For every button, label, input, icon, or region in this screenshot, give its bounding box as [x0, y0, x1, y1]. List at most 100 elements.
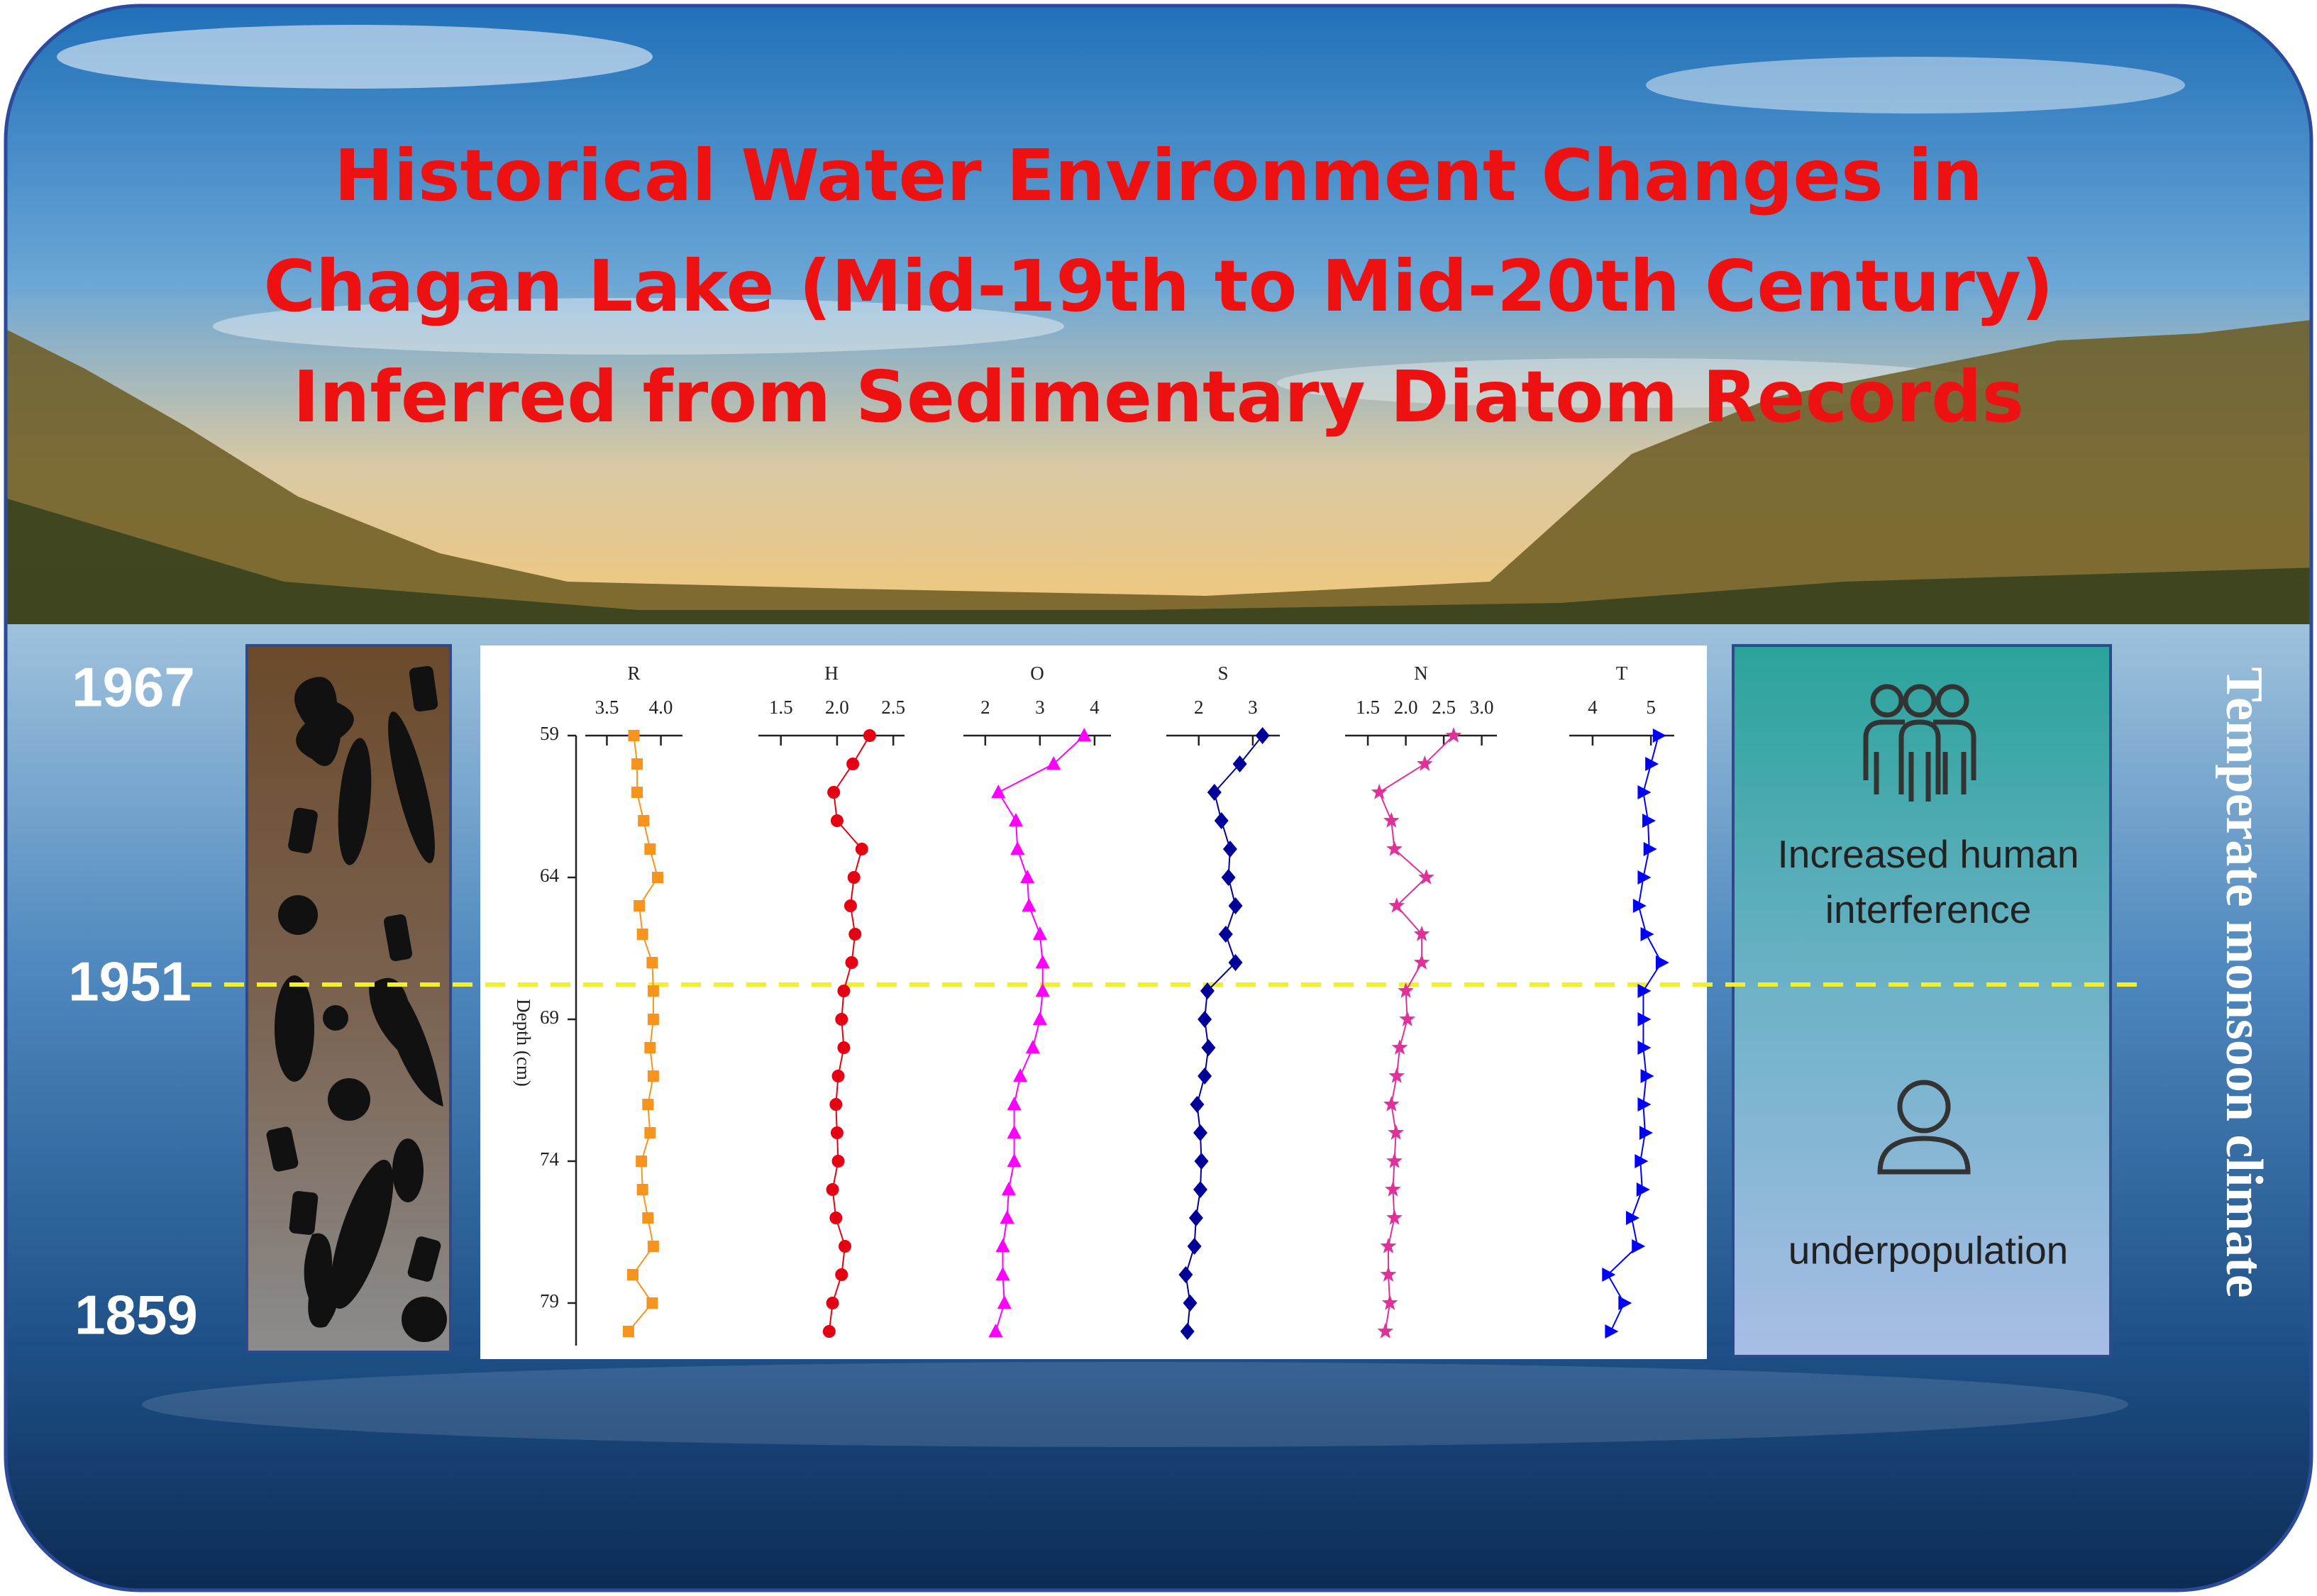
person-icon — [1877, 1080, 1971, 1175]
data-point — [1380, 1266, 1397, 1282]
data-point — [646, 957, 658, 968]
data-point — [847, 871, 861, 884]
data-point — [1020, 870, 1035, 883]
data-point — [1618, 1296, 1632, 1310]
data-point — [827, 786, 841, 799]
data-point — [1413, 954, 1430, 970]
y-tick-label: 64 — [540, 865, 560, 886]
series-line — [1185, 735, 1263, 1332]
frame — [4, 4, 2313, 1592]
data-point — [1214, 812, 1229, 829]
panel-title: H — [824, 663, 839, 684]
data-point — [1380, 1238, 1397, 1253]
data-point — [995, 1238, 1010, 1252]
x-tick-label: 3 — [1248, 697, 1258, 718]
group-icon — [1863, 684, 1976, 802]
data-point — [1385, 1181, 1401, 1197]
data-point — [1193, 1181, 1207, 1198]
data-point — [1187, 1238, 1202, 1255]
data-point — [1183, 1295, 1198, 1312]
data-point — [837, 1041, 851, 1054]
data-point — [835, 1013, 848, 1026]
data-point — [644, 1042, 656, 1053]
right-panel-bottom: underpopulation — [1788, 1229, 2069, 1273]
year-label: 1967 — [72, 656, 195, 719]
data-point — [1383, 812, 1400, 828]
data-point — [1032, 926, 1047, 940]
data-point — [1388, 1068, 1405, 1083]
data-point — [628, 730, 640, 741]
data-point — [636, 1156, 648, 1167]
data-point — [1007, 1153, 1022, 1167]
data-point — [837, 985, 851, 997]
data-point — [1035, 955, 1050, 968]
data-point — [1643, 842, 1657, 856]
data-point — [846, 758, 860, 770]
data-point — [626, 1269, 638, 1280]
data-point — [1645, 757, 1659, 771]
data-point — [636, 929, 648, 940]
x-tick-label: 5 — [1646, 697, 1656, 718]
y-tick-label: 59 — [540, 723, 559, 744]
data-point — [1381, 1295, 1398, 1310]
data-point — [1602, 1268, 1616, 1282]
y-axis-label: Depth (cm) — [513, 999, 534, 1087]
data-point — [1637, 785, 1652, 799]
data-point — [1207, 784, 1222, 801]
data-point — [1388, 1124, 1405, 1140]
data-point — [634, 900, 646, 911]
x-tick-label: 2.0 — [1394, 697, 1418, 718]
year-label: 1951 — [68, 951, 192, 1013]
data-point — [1198, 1011, 1212, 1028]
data-point — [1655, 955, 1669, 970]
data-point — [1632, 1239, 1646, 1253]
y-tick-label: 74 — [540, 1148, 560, 1170]
data-point — [647, 1014, 659, 1025]
data-point — [1399, 1011, 1416, 1026]
data-point — [647, 985, 659, 997]
data-point — [1010, 841, 1025, 855]
x-tick-label: 3.5 — [595, 697, 619, 718]
data-point — [1637, 870, 1652, 885]
x-tick-label: 4 — [1090, 697, 1100, 718]
data-point — [1445, 727, 1462, 743]
x-tick-label: 3 — [1035, 697, 1045, 718]
data-point — [646, 1297, 658, 1309]
x-tick-label: 1.5 — [769, 697, 793, 718]
data-point — [1201, 1039, 1216, 1056]
panel-title: N — [1414, 663, 1428, 684]
data-point — [1635, 1154, 1649, 1168]
data-point — [1194, 1153, 1209, 1170]
data-point — [1386, 1209, 1403, 1225]
data-point — [831, 1070, 845, 1082]
data-point — [1178, 1266, 1193, 1283]
chart-area — [480, 645, 1707, 1359]
panel-title: O — [1030, 663, 1044, 684]
data-point — [830, 1126, 844, 1139]
data-point — [1008, 813, 1023, 826]
data-point — [1391, 1039, 1408, 1055]
text-line: Increased human — [1778, 832, 2079, 876]
data-point — [1222, 841, 1237, 858]
data-point — [1377, 1323, 1394, 1339]
data-point — [1001, 1182, 1016, 1195]
data-point — [1007, 1125, 1022, 1138]
data-point — [1218, 926, 1233, 943]
data-point — [1025, 1040, 1040, 1053]
sediment-core — [245, 644, 452, 1353]
data-point — [1418, 869, 1434, 885]
data-point — [1035, 983, 1050, 997]
data-point — [1636, 1182, 1650, 1197]
data-point — [1046, 756, 1061, 770]
title: Historical Water Environment Changes in … — [263, 134, 2054, 438]
data-point — [826, 1297, 839, 1309]
data-point — [622, 1326, 634, 1337]
data-point — [835, 1268, 848, 1281]
data-point — [642, 1212, 654, 1224]
data-point — [830, 814, 844, 827]
data-point — [1640, 927, 1654, 941]
x-tick-label: 4.0 — [649, 697, 673, 718]
data-point — [1228, 897, 1243, 914]
data-point — [845, 956, 858, 969]
